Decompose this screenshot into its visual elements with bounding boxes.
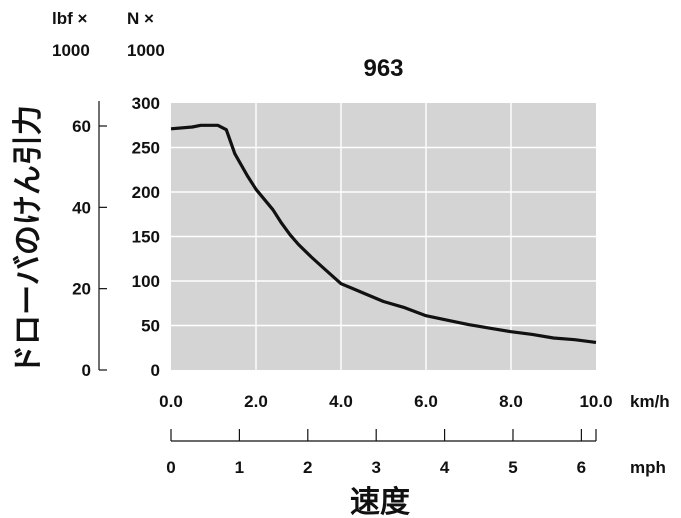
- y-tick-label: 150: [132, 228, 160, 247]
- y-unit-n-bottom: 1000: [127, 41, 165, 60]
- y-tick-label: 100: [132, 272, 160, 291]
- mph-tick-label: 6: [577, 458, 586, 477]
- mph-tick-label: 2: [303, 458, 312, 477]
- y-axis-title: ドローバのけん引力: [12, 105, 45, 375]
- y-tick-label: 250: [132, 139, 160, 158]
- mph-tick-label: 4: [440, 458, 450, 477]
- x-tick-label: 0.0: [159, 392, 183, 411]
- lbf-tick-label: 20: [72, 280, 91, 299]
- mph-axis: 0 1 2 3 4 5 6: [166, 429, 597, 477]
- newton-axis: 0 50 100 150 200 250 300: [132, 94, 160, 380]
- lbf-tick-label: 40: [72, 198, 91, 217]
- mph-tick-label: 0: [166, 458, 175, 477]
- lbf-tick-label: 60: [72, 117, 91, 136]
- mph-tick-label: 3: [371, 458, 380, 477]
- x-tick-label: 4.0: [329, 392, 353, 411]
- x-tick-label: 6.0: [414, 392, 438, 411]
- mph-tick-label: 1: [235, 458, 244, 477]
- y-unit-lbf-top: lbf ×: [52, 9, 87, 28]
- series-line: [170, 123, 597, 344]
- mph-tick-label: 5: [508, 458, 517, 477]
- lbf-axis: 0 20 40 60: [72, 101, 107, 380]
- x-tick-label: 8.0: [499, 392, 523, 411]
- x-tick-label: 10.0: [579, 392, 612, 411]
- y-tick-label: 300: [132, 94, 160, 113]
- grid-lines: [171, 103, 596, 370]
- x-unit-kmh: km/h: [630, 392, 670, 411]
- x-tick-label: 2.0: [244, 392, 268, 411]
- x-unit-mph: mph: [630, 458, 666, 477]
- y-unit-n-top: N ×: [127, 9, 154, 28]
- y-tick-label: 0: [151, 361, 160, 380]
- y-tick-label: 200: [132, 183, 160, 202]
- y-unit-lbf-bottom: 1000: [52, 41, 90, 60]
- x-axis-title: 速度: [350, 486, 410, 518]
- kmh-axis: 0.0 2.0 4.0 6.0 8.0 10.0: [159, 392, 612, 411]
- lbf-tick-label: 0: [82, 361, 91, 380]
- chart-title: 963: [363, 55, 403, 82]
- plot-area: [170, 103, 597, 370]
- y-tick-label: 50: [141, 317, 160, 336]
